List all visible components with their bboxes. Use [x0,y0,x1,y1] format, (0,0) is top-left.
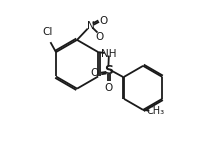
Text: Cl: Cl [42,27,53,37]
Text: N: N [87,21,95,31]
Text: O: O [90,68,99,78]
Text: S: S [104,64,113,77]
Text: O: O [96,32,104,42]
Text: NH: NH [101,49,116,59]
Text: CH₃: CH₃ [146,106,164,116]
Text: O: O [104,83,112,93]
Text: O: O [99,16,108,26]
